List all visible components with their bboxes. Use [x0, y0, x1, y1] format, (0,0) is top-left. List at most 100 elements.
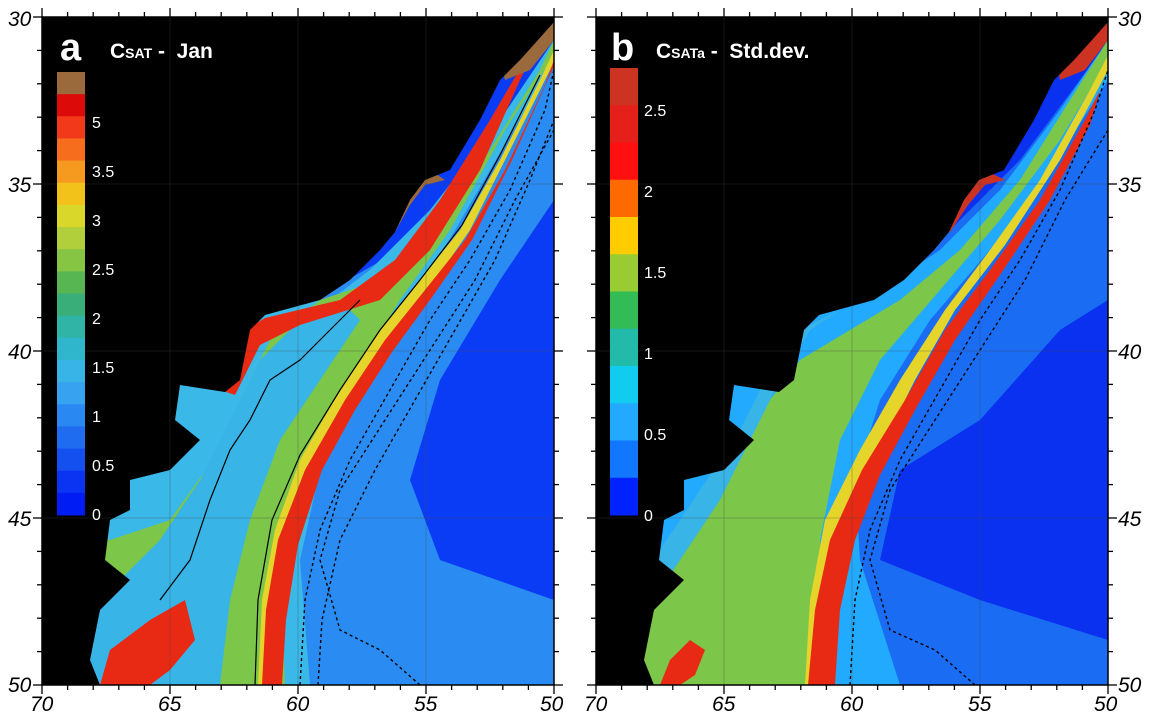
- latitude-labels-left: 30 35 40 45 50: [8, 8, 32, 697]
- cbar-b-label: 2: [644, 184, 653, 201]
- front-yellow-band: [258, 50, 554, 685]
- isobath-2: [317, 119, 554, 685]
- longitude-labels-a: 70 65 60 55 50: [30, 693, 564, 716]
- colorbar-b-swatch: [610, 254, 638, 292]
- lon-label: 55: [414, 693, 438, 716]
- colorbar-a-swatch: [57, 382, 85, 405]
- panel-a-map: [42, 17, 554, 685]
- cbar-a-label: 0: [92, 507, 101, 524]
- cbar-b-label: 2.5: [644, 103, 666, 120]
- colorbar-b-swatch: [610, 477, 638, 516]
- colorbar-a-swatch: [57, 271, 85, 294]
- tick-marks: [33, 8, 1117, 694]
- cbar-a-label: 3: [92, 213, 101, 230]
- lat-label: 30: [8, 8, 32, 31]
- colorbar-b-swatch: [610, 328, 638, 367]
- panel-a-colorbar-labels: 5 3.5 3 2.5 2 1.5 1 0.5 0: [92, 115, 114, 524]
- colorbar-a-swatch: [57, 404, 85, 427]
- colorbar-a-swatch: [57, 426, 85, 450]
- cbar-a-label: 1: [92, 409, 101, 426]
- cbar-b-label: 1.5: [644, 265, 666, 282]
- lon-label: 50: [1094, 693, 1118, 716]
- colorbar-b-swatch: [610, 291, 638, 330]
- contour-coastal: [159, 299, 361, 601]
- cbar-a-label: 2.5: [92, 262, 114, 279]
- panel-b-letter: b: [611, 27, 634, 69]
- colorbar-a-swatch: [57, 182, 85, 206]
- cbar-b-label: 0: [644, 508, 653, 525]
- cbar-a-label: 3.5: [92, 164, 114, 181]
- panel-b-colorbar: [610, 68, 638, 516]
- colorbar-b-swatch: [610, 403, 638, 441]
- colorbar-a-swatch: [57, 160, 85, 184]
- front-red-band: [262, 60, 554, 685]
- panel-a-title: CSAT - Jan: [110, 40, 213, 63]
- colorbar-a-swatch: [57, 138, 85, 162]
- lat-label: 50: [8, 674, 32, 697]
- colorbar-a-swatch: [57, 470, 85, 494]
- lon-label: 60: [840, 693, 864, 716]
- lat-label: 40: [8, 341, 32, 364]
- colorbar-a-swatch: [57, 448, 85, 472]
- lat-label: 35: [1118, 174, 1142, 197]
- cbar-a-label: 5: [92, 115, 101, 132]
- colorbar-a-swatch: [57, 94, 85, 117]
- colorbar-a-swatch: [57, 116, 85, 139]
- colorbar-a-swatch: [57, 249, 85, 272]
- cbar-b-label: 1: [644, 346, 653, 363]
- lat-label: 30: [1118, 8, 1142, 31]
- lon-label: 65: [158, 693, 182, 716]
- colorbar-b-swatch: [610, 366, 638, 404]
- cbar-b-label: 0.5: [644, 427, 666, 444]
- panel-b-graticule: [596, 17, 1108, 685]
- colorbar-a-swatch: [57, 204, 85, 228]
- coastal-red-band: [220, 40, 540, 395]
- longitude-labels-b: 70 65 60 55 50: [584, 693, 1118, 716]
- isobath-b-1: [849, 69, 1108, 685]
- patagonia-red-b: [660, 640, 705, 685]
- cbar-a-label: 0.5: [92, 458, 114, 475]
- isobath-b-2: [869, 129, 1108, 685]
- colorbar-b-swatch: [610, 440, 638, 479]
- colorbar-a-swatch: [57, 293, 85, 317]
- lat-label: 45: [1118, 508, 1142, 531]
- lon-label: 50: [540, 693, 564, 716]
- front-red-b: [808, 90, 1100, 685]
- isobath-1: [299, 69, 554, 685]
- panel-b-colorbar-labels: 2.5 2 1.5 1 0.5 0: [644, 103, 666, 525]
- lon-label: 55: [968, 693, 992, 716]
- cbar-a-label: 2: [92, 311, 101, 328]
- lat-label: 40: [1118, 341, 1142, 364]
- patagonia-red-patch: [100, 600, 195, 685]
- panel-a-letter: a: [60, 27, 82, 69]
- colorbar-b-swatch: [610, 179, 638, 218]
- panel-a-graticule: [42, 17, 554, 685]
- colorbar-b-swatch: [610, 142, 638, 181]
- lon-label: 65: [712, 693, 736, 716]
- colorbar-b-swatch: [610, 68, 638, 106]
- colorbar-a-swatch: [57, 227, 85, 250]
- latitude-labels-right: 30 35 40 45 50: [1118, 8, 1142, 697]
- lat-label: 35: [8, 174, 32, 197]
- panel-b-map: [596, 17, 1108, 685]
- panel-b-title: CSATa - Std.dev.: [656, 40, 810, 63]
- cbar-a-label: 1.5: [92, 360, 114, 377]
- panel-b: b CSATa - Std.dev. 2.5 2 1.5 1 0.5 0: [595, 16, 1109, 686]
- colorbar-a-swatch: [57, 315, 85, 339]
- panel-a-colorbar: [57, 72, 85, 516]
- lat-label: 50: [1118, 674, 1142, 697]
- contour-2: [254, 74, 541, 685]
- lon-label: 70: [584, 693, 608, 716]
- panel-a: a CSAT - Jan 5 3.5 3 2.5 2 1.5 1 0.5 0: [41, 16, 555, 686]
- lon-label: 70: [30, 693, 54, 716]
- colorbar-b-swatch: [610, 217, 638, 255]
- colorbar-a-swatch: [57, 492, 85, 516]
- colorbar-a-swatch: [57, 72, 85, 95]
- colorbar-a-swatch: [57, 337, 85, 361]
- lon-label: 60: [286, 693, 310, 716]
- colorbar-a-swatch: [57, 359, 85, 383]
- colorbar-b-swatch: [610, 105, 638, 143]
- inner-shelf-region: [42, 300, 360, 685]
- lat-label: 45: [8, 508, 32, 531]
